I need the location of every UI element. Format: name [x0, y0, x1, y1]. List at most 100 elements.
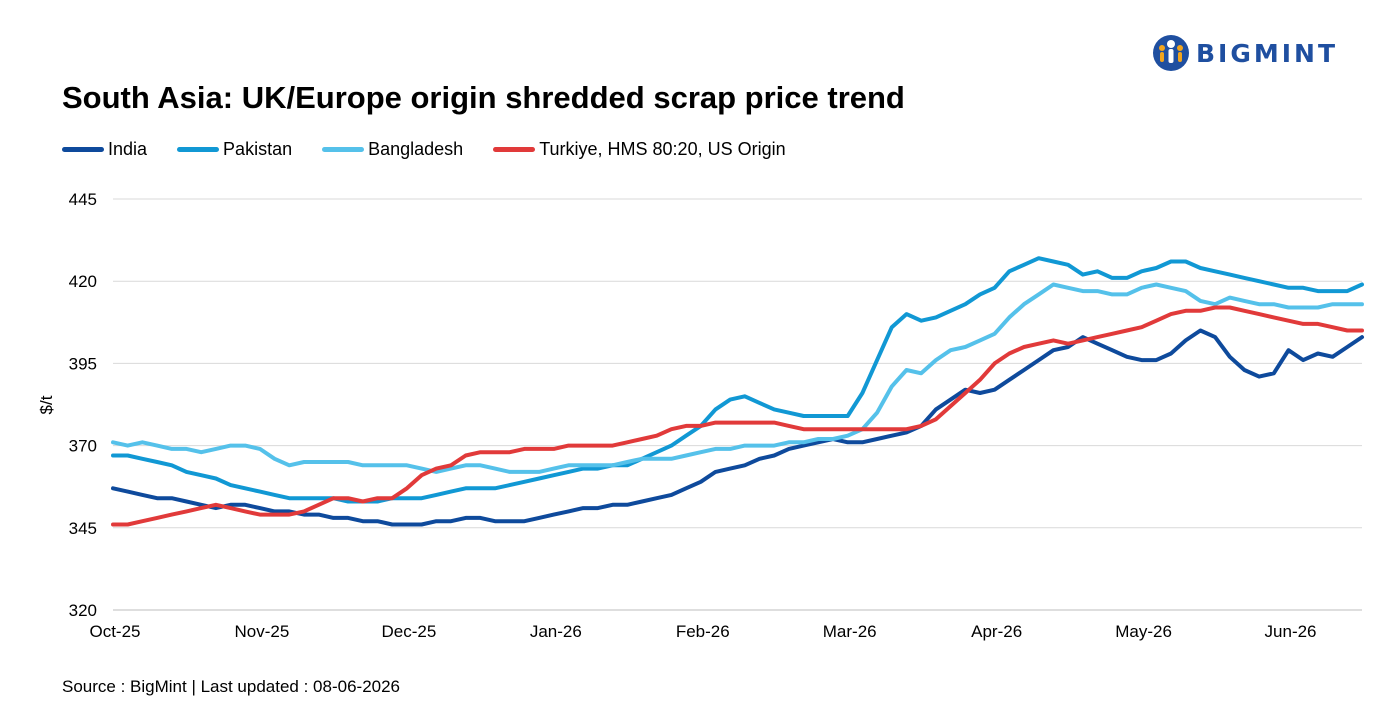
data-point [479, 517, 481, 519]
data-point [729, 468, 731, 470]
data-point [817, 438, 819, 440]
data-point [244, 445, 246, 447]
data-point [803, 445, 805, 447]
data-point [421, 474, 423, 476]
data-point [1243, 369, 1245, 371]
data-point [744, 445, 746, 447]
data-point [847, 441, 849, 443]
data-point [244, 510, 246, 512]
data-point [597, 507, 599, 509]
data-point [435, 471, 437, 473]
data-point [1288, 307, 1290, 309]
data-point [376, 520, 378, 522]
data-point [553, 448, 555, 450]
data-point [568, 471, 570, 473]
data-point [626, 441, 628, 443]
data-point [1170, 353, 1172, 355]
data-point [759, 445, 761, 447]
data-point [920, 320, 922, 322]
data-point [744, 464, 746, 466]
data-point [861, 428, 863, 430]
data-point [964, 389, 966, 391]
data-point [112, 454, 114, 456]
legend-item: Turkiye, HMS 80:20, US Origin [493, 139, 786, 160]
data-point [656, 458, 658, 460]
data-point [1023, 264, 1025, 266]
data-point [1082, 274, 1084, 276]
data-point [994, 287, 996, 289]
y-tick-label: 370 [69, 437, 97, 456]
data-point [450, 468, 452, 470]
data-point [141, 441, 143, 443]
data-point [759, 458, 761, 460]
data-point [861, 441, 863, 443]
data-point [612, 464, 614, 466]
data-point [1052, 260, 1054, 262]
data-point [1082, 336, 1084, 338]
data-point [1302, 287, 1304, 289]
data-point [318, 461, 320, 463]
data-point [200, 507, 202, 509]
data-point [1052, 283, 1054, 285]
data-point [1097, 336, 1099, 338]
data-point [479, 487, 481, 489]
data-point [347, 497, 349, 499]
data-point [568, 445, 570, 447]
data-point [964, 392, 966, 394]
y-tick-label: 345 [69, 519, 97, 538]
data-point [641, 438, 643, 440]
data-point [538, 471, 540, 473]
data-point [230, 445, 232, 447]
data-point [1332, 356, 1334, 358]
data-point [303, 461, 305, 463]
data-point [1199, 300, 1201, 302]
data-point [1111, 277, 1113, 279]
data-point [656, 497, 658, 499]
data-point [847, 428, 849, 430]
data-point [1141, 326, 1143, 328]
data-point [1214, 270, 1216, 272]
data-point [391, 464, 393, 466]
data-point [259, 448, 261, 450]
data-point [362, 464, 364, 466]
legend-label: Bangladesh [368, 139, 464, 159]
data-point [1126, 293, 1128, 295]
data-point [1038, 257, 1040, 259]
data-point [127, 445, 129, 447]
data-point [994, 389, 996, 391]
data-point [1155, 267, 1157, 269]
data-point [714, 471, 716, 473]
data-point [788, 448, 790, 450]
data-point [1126, 330, 1128, 332]
data-point [200, 504, 202, 506]
data-point [1199, 310, 1201, 312]
data-point [1155, 320, 1157, 322]
data-point [112, 441, 114, 443]
data-point [729, 448, 731, 450]
data-point [979, 339, 981, 341]
data-point [1361, 303, 1363, 305]
data-point [435, 520, 437, 522]
data-point [1008, 270, 1010, 272]
data-point [465, 517, 467, 519]
data-point [670, 428, 672, 430]
data-point [156, 517, 158, 519]
data-point [509, 484, 511, 486]
data-point [479, 451, 481, 453]
data-point [891, 435, 893, 437]
data-point [538, 448, 540, 450]
data-point [1273, 283, 1275, 285]
y-tick-label: 320 [69, 601, 97, 620]
data-point [964, 346, 966, 348]
data-point [1214, 307, 1216, 309]
data-point [1008, 379, 1010, 381]
data-point [729, 422, 731, 424]
data-point [1141, 270, 1143, 272]
data-point [759, 402, 761, 404]
data-point [1317, 290, 1319, 292]
data-point [1111, 349, 1113, 351]
data-point [1067, 287, 1069, 289]
data-point [832, 428, 834, 430]
data-point [1185, 339, 1187, 341]
x-tick-label: Mar-26 [823, 622, 877, 641]
